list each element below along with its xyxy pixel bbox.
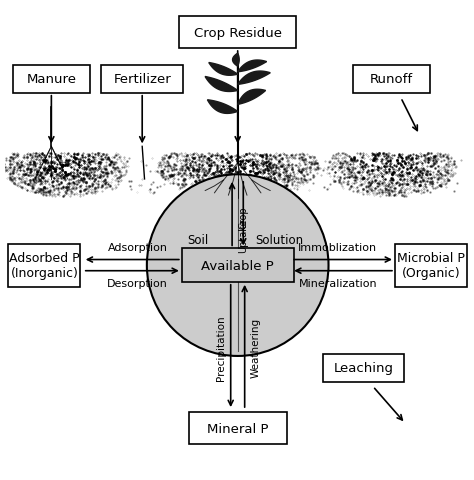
FancyBboxPatch shape (353, 66, 430, 94)
Text: Precipitation: Precipitation (217, 314, 227, 380)
Text: Crop: Crop (238, 205, 248, 228)
Text: Weathering: Weathering (250, 317, 260, 377)
FancyBboxPatch shape (189, 412, 287, 444)
Text: Immoblization: Immoblization (298, 242, 377, 252)
Text: Manure: Manure (27, 73, 76, 86)
Text: Microbial P
(Organic): Microbial P (Organic) (397, 252, 465, 279)
Polygon shape (233, 54, 239, 67)
Text: Mineralization: Mineralization (299, 278, 377, 288)
Polygon shape (237, 72, 270, 85)
FancyBboxPatch shape (13, 66, 90, 94)
FancyBboxPatch shape (101, 66, 183, 94)
Text: Adsorbed P
(Inorganic): Adsorbed P (Inorganic) (9, 252, 80, 279)
FancyBboxPatch shape (8, 244, 81, 287)
Text: Leaching: Leaching (333, 361, 393, 374)
Text: Uptake: Uptake (238, 218, 248, 252)
Polygon shape (209, 63, 237, 76)
Text: Available P: Available P (201, 259, 274, 272)
FancyBboxPatch shape (180, 17, 296, 49)
Polygon shape (205, 77, 237, 92)
FancyBboxPatch shape (323, 354, 404, 382)
Polygon shape (208, 100, 237, 114)
Text: Fertilizer: Fertilizer (113, 73, 171, 86)
FancyBboxPatch shape (395, 244, 467, 287)
Circle shape (147, 175, 328, 356)
Text: Crop Residue: Crop Residue (194, 27, 282, 40)
Text: Solution: Solution (255, 233, 304, 247)
Text: Runoff: Runoff (370, 73, 413, 86)
Text: Mineral P: Mineral P (207, 422, 268, 435)
Polygon shape (237, 61, 266, 72)
FancyBboxPatch shape (182, 249, 293, 282)
Text: Desorption: Desorption (107, 278, 168, 288)
Polygon shape (237, 90, 265, 105)
Text: Soil: Soil (188, 233, 209, 247)
Text: Adsorption: Adsorption (108, 242, 167, 252)
